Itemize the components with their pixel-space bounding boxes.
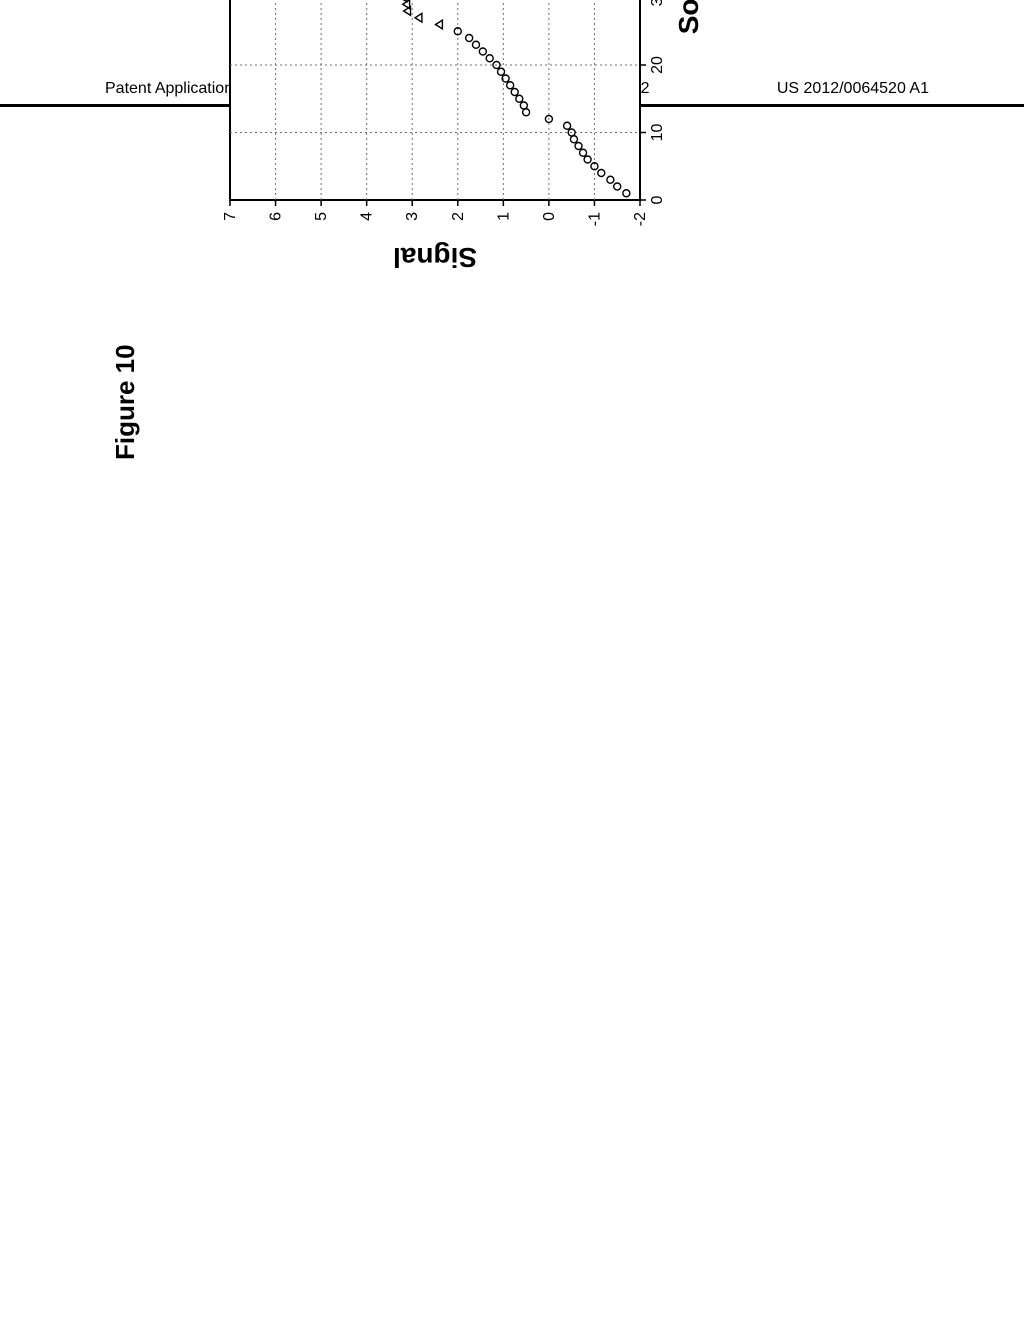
x-tick-label: 10 [649, 124, 666, 142]
y-tick-label: 4 [359, 212, 376, 221]
y-tick-label: -2 [632, 212, 649, 226]
x-tick-label: 0 [649, 195, 666, 204]
chart-container: 01020304050607080-2-101234567Sorted samp… [210, 0, 730, 270]
scatter-chart: 01020304050607080-2-101234567Sorted samp… [210, 0, 730, 270]
x-tick-label: 20 [649, 56, 666, 74]
header-patent-number: US 2012/0064520 A1 [777, 80, 929, 98]
y-tick-label: 2 [450, 212, 467, 221]
plot-frame [230, 0, 640, 200]
y-tick-label: 0 [541, 212, 558, 221]
y-tick-label: 3 [404, 212, 421, 221]
x-axis-label: Sorted samples [673, 0, 704, 34]
y-tick-label: 1 [495, 212, 512, 221]
y-tick-label: 5 [313, 212, 330, 221]
y-tick-label: 6 [268, 212, 285, 221]
x-tick-label: 30 [649, 0, 666, 6]
figure-label: Figure 10 [110, 344, 141, 460]
y-axis-label: Signal [393, 242, 477, 270]
page-content: Figure 10 01020304050607080-2-101234567S… [0, 250, 1024, 1150]
figure-label-text: Figure 10 [110, 344, 140, 460]
y-tick-label: 7 [222, 212, 239, 221]
y-tick-label: -1 [586, 212, 603, 226]
